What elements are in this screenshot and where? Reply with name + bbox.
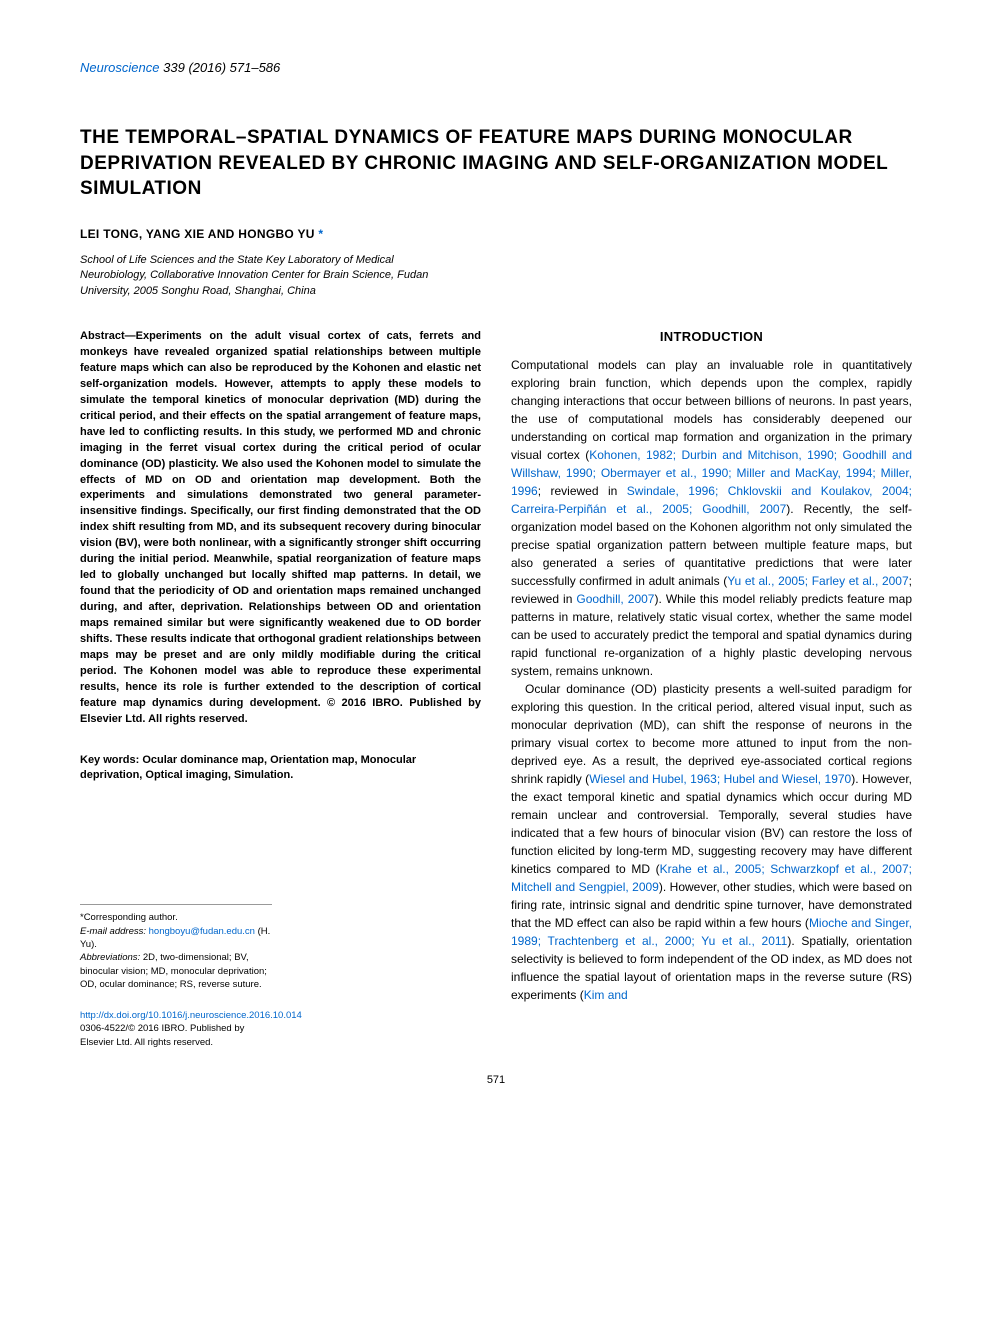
- doi-block: http://dx.doi.org/10.1016/j.neuroscience…: [80, 1009, 272, 1049]
- keywords-label: Key words:: [80, 754, 139, 766]
- journal-year: 2016: [193, 60, 222, 75]
- author-names: LEI TONG, YANG XIE AND HONGBO YU: [80, 227, 315, 241]
- corresponding-note: *Corresponding author.: [80, 911, 272, 924]
- doi-link[interactable]: http://dx.doi.org/10.1016/j.neuroscience…: [80, 1010, 302, 1021]
- abbreviations-line: Abbreviations: 2D, two-dimensional; BV, …: [80, 951, 272, 991]
- abstract-label: Abstract—: [80, 330, 136, 342]
- author-line: LEI TONG, YANG XIE AND HONGBO YU *: [80, 227, 912, 241]
- right-column: INTRODUCTION Computational models can pl…: [511, 329, 912, 1049]
- intro-p2-text-1: Ocular dominance (OD) plasticity present…: [511, 682, 912, 786]
- journal-name-link[interactable]: Neuroscience: [80, 60, 160, 75]
- intro-p2-text-2: ). However, the exact temporal kinetic a…: [511, 772, 912, 876]
- introduction-heading: INTRODUCTION: [511, 329, 912, 344]
- introduction-body: Computational models can play an invalua…: [511, 356, 912, 1004]
- two-column-layout: Abstract—Experiments on the adult visual…: [80, 329, 912, 1049]
- article-title: THE TEMPORAL–SPATIAL DYNAMICS OF FEATURE…: [80, 125, 912, 202]
- journal-volume: 339: [163, 60, 185, 75]
- journal-citation: Neuroscience 339 (2016) 571–586: [80, 60, 912, 75]
- citation-link[interactable]: Wiesel and Hubel, 1963; Hubel and Wiesel…: [589, 772, 851, 786]
- footnotes-block: *Corresponding author. E-mail address: h…: [80, 904, 272, 1049]
- citation-link[interactable]: Yu et al., 2005; Farley et al., 2007: [727, 574, 908, 588]
- keywords: Key words: Ocular dominance map, Orienta…: [80, 753, 481, 785]
- corresponding-author-marker[interactable]: *: [318, 227, 323, 241]
- citation-link[interactable]: Kim and: [584, 988, 628, 1002]
- abstract: Abstract—Experiments on the adult visual…: [80, 329, 481, 727]
- left-column: Abstract—Experiments on the adult visual…: [80, 329, 481, 1049]
- page-number: 571: [80, 1074, 912, 1086]
- abbrev-label: Abbreviations:: [80, 952, 140, 963]
- intro-p1-text-2: ; reviewed in: [538, 484, 627, 498]
- journal-pages: 571–586: [230, 60, 281, 75]
- affiliation: School of Life Sciences and the State Ke…: [80, 253, 454, 299]
- abstract-text: Experiments on the adult visual cortex o…: [80, 330, 481, 725]
- citation-link[interactable]: Goodhill, 2007: [576, 592, 654, 606]
- email-line: E-mail address: hongboyu@fudan.edu.cn (H…: [80, 925, 272, 952]
- email-link[interactable]: hongboyu@fudan.edu.cn: [149, 926, 255, 937]
- copyright-line: 0306-4522/© 2016 IBRO. Published by Else…: [80, 1023, 244, 1047]
- intro-p1-text-1: Computational models can play an invalua…: [511, 358, 912, 462]
- intro-para-2: Ocular dominance (OD) plasticity present…: [511, 680, 912, 1004]
- intro-para-1: Computational models can play an invalua…: [511, 356, 912, 680]
- email-label: E-mail address:: [80, 926, 146, 937]
